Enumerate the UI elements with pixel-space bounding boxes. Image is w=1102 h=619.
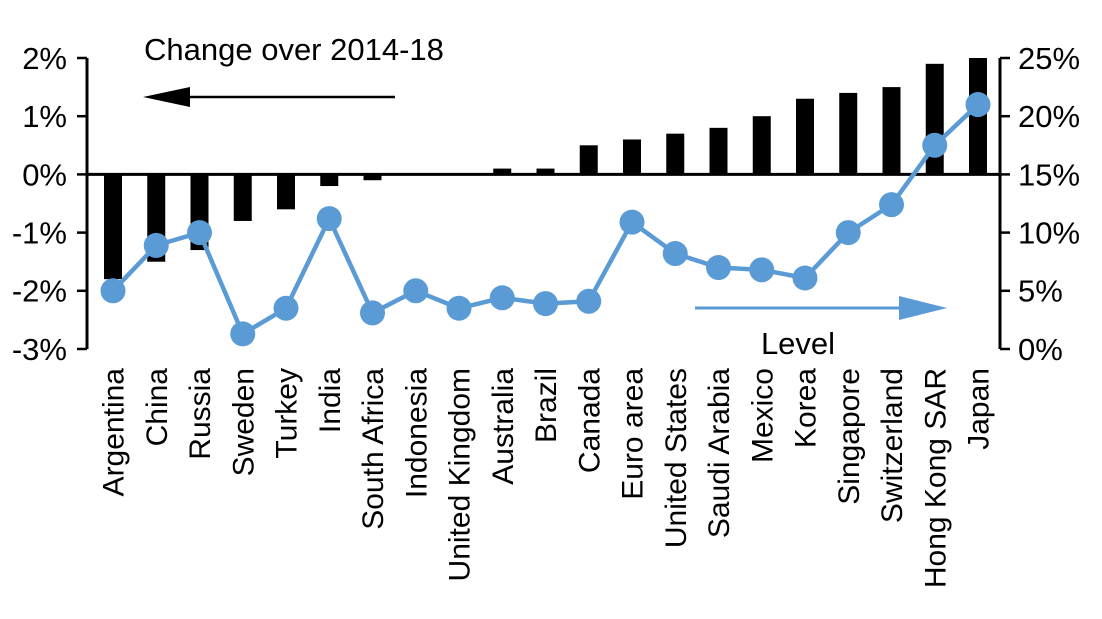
level-marker-japan — [965, 92, 991, 118]
bar-saudi-arabia — [709, 127, 728, 175]
category-label-turkey: Turkey — [271, 368, 304, 459]
level-marker-canada — [576, 288, 602, 314]
bar-korea — [796, 98, 814, 175]
level-marker-south-africa — [360, 300, 385, 326]
category-label-canada: Canada — [573, 368, 606, 473]
level-marker-sweden — [230, 321, 256, 347]
bar-brazil — [536, 168, 555, 175]
bar-canada — [579, 145, 598, 175]
level-marker-united-kingdom — [446, 295, 472, 321]
level-marker-indonesia — [403, 278, 429, 304]
level-marker-saudi-arabia — [706, 255, 731, 281]
level-marker-brazil — [533, 291, 558, 317]
bar-mexico — [752, 116, 771, 175]
category-label-singapore: Singapore — [833, 368, 866, 505]
category-label-hong-kong-sar: Hong Kong SAR — [919, 368, 952, 588]
category-label-euro-area: Euro area — [617, 368, 650, 500]
category-label-japan: Japan — [963, 368, 996, 450]
bar-sweden — [233, 174, 252, 221]
left-axis-tick-label: -1% — [12, 215, 67, 250]
category-label-india: India — [314, 368, 347, 433]
level-marker-china — [143, 232, 169, 258]
category-label-china: China — [141, 368, 174, 447]
left-axis-tick-label: 0% — [22, 157, 67, 192]
left-axis-tick-label: -3% — [12, 332, 67, 367]
category-label-argentina: Argentina — [98, 368, 131, 497]
category-label-korea: Korea — [790, 368, 823, 448]
left-axis-tick-label: 1% — [22, 99, 67, 134]
change-left-arrow-icon — [143, 87, 190, 107]
category-label-south-africa: South Africa — [357, 368, 390, 530]
level-right-arrow-icon — [899, 296, 947, 320]
bar-switzerland — [882, 87, 901, 175]
level-marker-mexico — [749, 257, 775, 283]
category-label-australia: Australia — [487, 368, 520, 485]
level-marker-australia — [489, 285, 515, 311]
bar-euro-area — [623, 139, 641, 175]
category-label-indonesia: Indonesia — [400, 368, 433, 498]
level-marker-singapore — [835, 220, 861, 246]
level-marker-euro-area — [619, 209, 645, 235]
category-label-sweden: Sweden — [227, 368, 260, 476]
change-series-label: Change over 2014-18 — [144, 32, 444, 67]
bar-hong-kong-sar — [925, 63, 944, 175]
left-axis-tick-label: -2% — [12, 274, 67, 309]
bar-united-states — [666, 133, 685, 175]
level-marker-united-states — [662, 241, 688, 267]
right-axis-tick-label: 25% — [1018, 41, 1080, 76]
level-marker-russia — [187, 220, 212, 246]
right-axis-tick-label: 15% — [1018, 157, 1080, 192]
category-label-russia: Russia — [184, 368, 217, 460]
level-marker-india — [316, 206, 342, 232]
bar-australia — [493, 168, 512, 175]
bar-india — [320, 174, 339, 187]
right-axis-tick-label: 5% — [1018, 274, 1063, 309]
right-axis-tick-label: 10% — [1018, 215, 1080, 250]
right-axis-tick-label: 0% — [1018, 332, 1063, 367]
level-series-label: Level — [760, 326, 836, 361]
category-label-united-states: United States — [660, 368, 693, 548]
category-label-united-kingdom: United Kingdom — [444, 368, 477, 581]
bar-turkey — [277, 174, 295, 210]
category-label-brazil: Brazil — [530, 368, 563, 443]
bar-singapore — [839, 92, 858, 175]
bar-south-africa — [363, 174, 382, 181]
category-label-saudi-arabia: Saudi Arabia — [703, 368, 736, 538]
category-label-switzerland: Switzerland — [876, 368, 909, 523]
level-marker-turkey — [273, 295, 299, 321]
level-marker-korea — [792, 265, 818, 291]
level-marker-switzerland — [879, 192, 904, 218]
right-axis-tick-label: 20% — [1018, 99, 1080, 134]
bar-argentina — [104, 174, 122, 280]
category-label-mexico: Mexico — [746, 368, 779, 463]
left-axis-tick-label: 2% — [22, 41, 67, 76]
level-marker-hong-kong-sar — [922, 132, 948, 158]
level-marker-argentina — [100, 278, 126, 304]
